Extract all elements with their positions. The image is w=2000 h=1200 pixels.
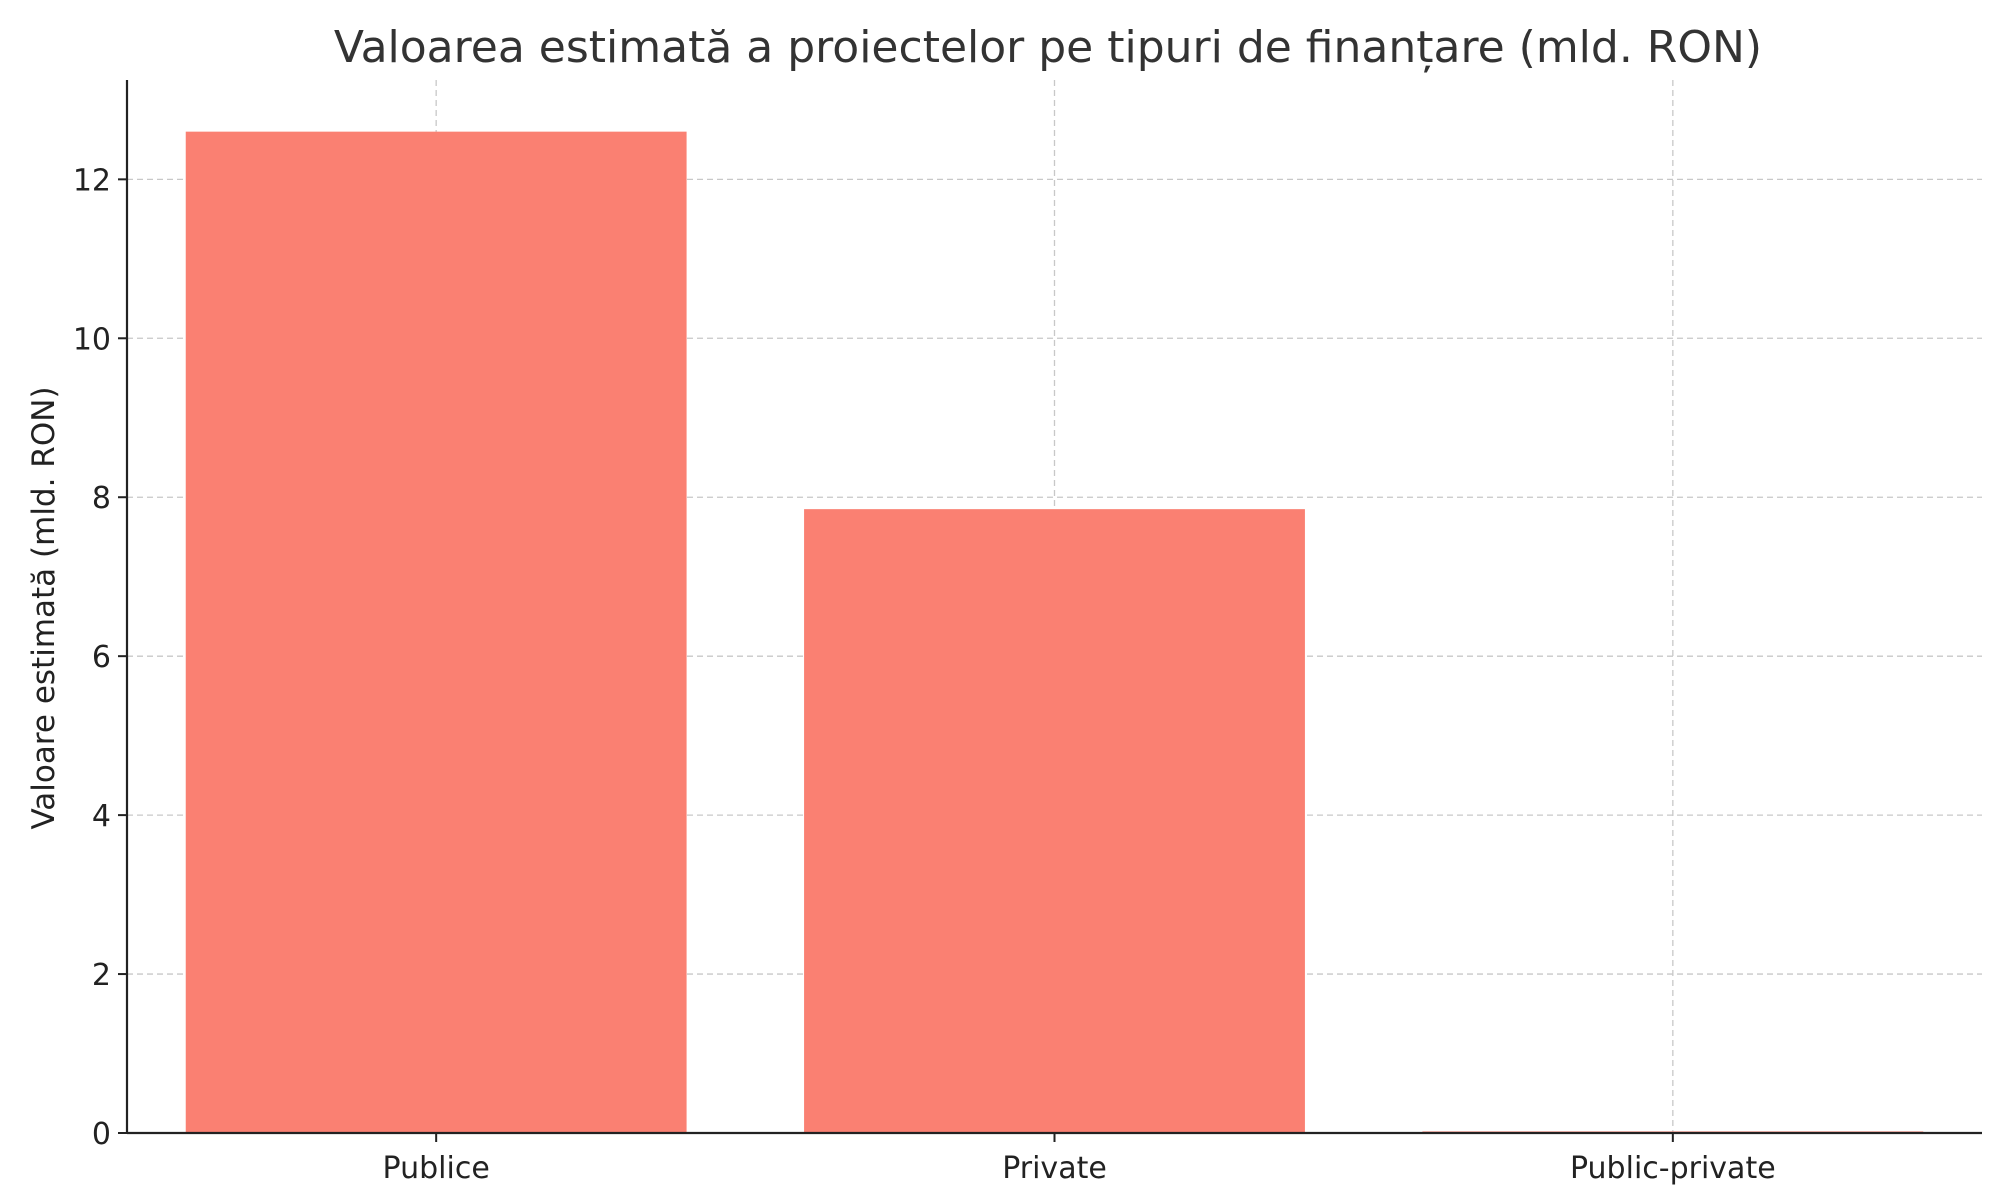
bars: [185, 131, 1924, 1133]
x-tick-label: Private: [1002, 1151, 1107, 1186]
y-tick-label: 0: [92, 1117, 111, 1152]
x-axis-ticks: Publice Private Public-private: [383, 1133, 1776, 1186]
y-tick-label: 10: [73, 322, 111, 357]
chart-title: Valoarea estimată a proiectelor pe tipur…: [334, 22, 1762, 73]
y-tick-label: 6: [92, 640, 111, 675]
x-tick-label: Public-private: [1570, 1151, 1776, 1186]
y-tick-label: 4: [92, 799, 111, 834]
y-tick-label: 2: [92, 958, 111, 993]
y-tick-label: 8: [92, 481, 111, 516]
y-axis-label: Valoare estimată (mld. RON): [26, 386, 62, 829]
y-axis-ticks: 0 2 4 6 8 10 12: [73, 163, 127, 1152]
x-tick-label: Publice: [383, 1151, 490, 1186]
bar: [804, 509, 1305, 1133]
y-tick-label: 12: [73, 163, 111, 198]
bar: [185, 131, 687, 1133]
